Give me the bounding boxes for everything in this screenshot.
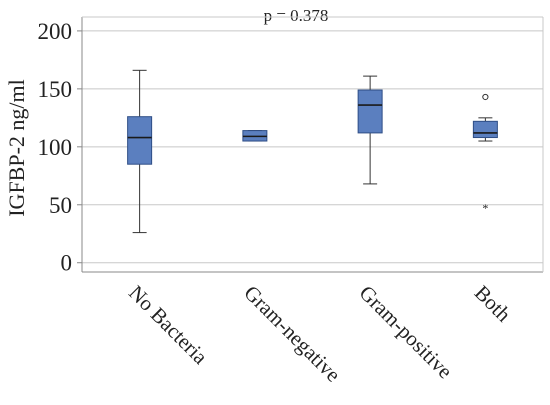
x-category-label: Gram-negative <box>239 281 345 387</box>
x-category-labels: No Bacteria Gram-negative Gram-positive Bot… <box>124 281 516 387</box>
x-category-label: No Bacteria <box>124 281 213 370</box>
y-tick-label-50: 50 <box>49 193 72 218</box>
extreme-both-0: * <box>482 201 488 215</box>
y-axis-label: IGFBP-2 ng/ml <box>4 79 29 217</box>
p-value-annotation: p = 0.378 <box>264 6 329 25</box>
y-tick-label-0: 0 <box>61 251 73 276</box>
y-tick-label-100: 100 <box>38 135 73 160</box>
x-category-label: Both <box>470 281 516 327</box>
axes <box>77 16 544 273</box>
outlier-both-0 <box>482 93 489 101</box>
box-both <box>472 120 498 139</box>
box-no-bacteria <box>127 116 153 165</box>
y-tick-label-150: 150 <box>38 77 73 102</box>
box-plots: * <box>127 69 498 234</box>
y-tick-labels: 0 50 100 150 200 <box>38 19 73 276</box>
grid-lines <box>82 30 543 264</box>
box-gram-positive <box>357 89 383 134</box>
y-tick-label-200: 200 <box>38 19 73 44</box>
x-category-label: Gram-positive <box>355 281 458 384</box>
